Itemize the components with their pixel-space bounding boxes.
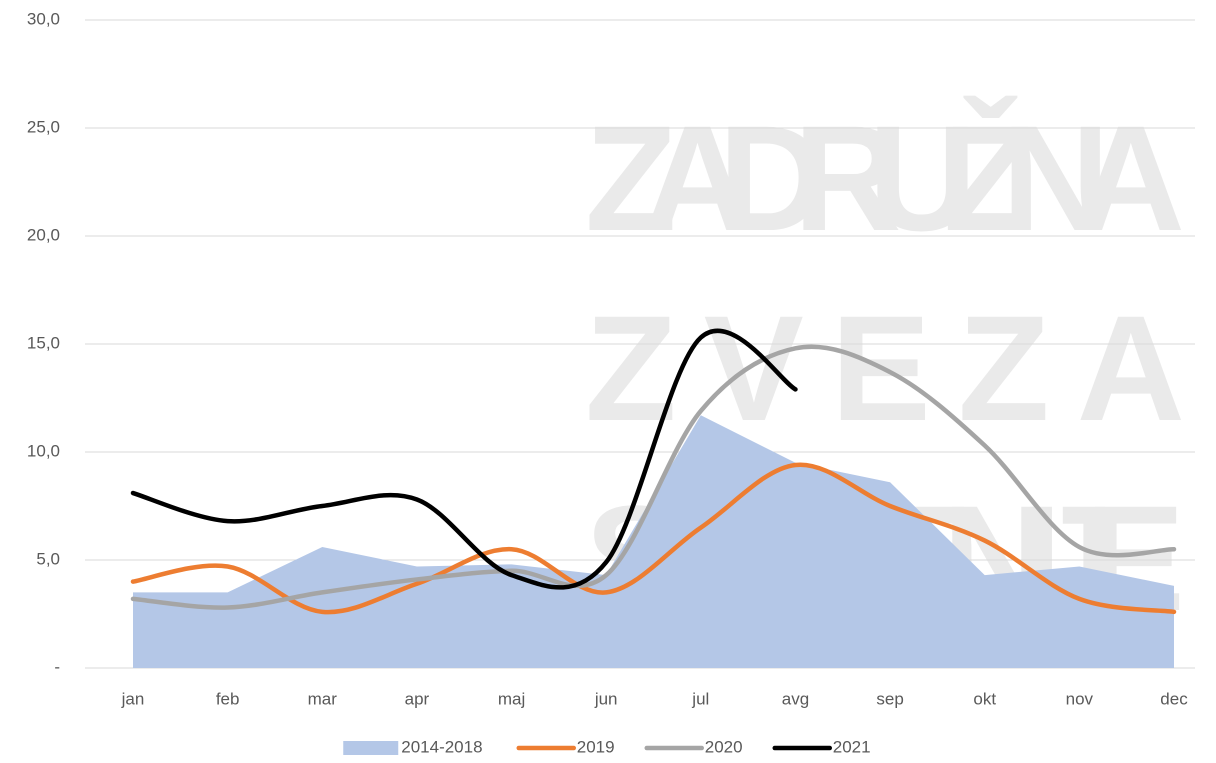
x-tick-label: jul: [691, 689, 709, 708]
watermark: ZADRUŽNA: [585, 94, 1185, 262]
legend-label: 2021: [833, 737, 871, 756]
legend-item: 2019: [516, 737, 615, 756]
x-tick-label: feb: [216, 689, 240, 708]
x-tick-label: okt: [973, 689, 996, 708]
x-tick-label: maj: [498, 689, 525, 708]
y-tick-label: 25,0: [27, 117, 60, 136]
legend-item: 2020: [644, 737, 743, 756]
x-tick-label: jun: [594, 689, 618, 708]
legend-label: 2020: [705, 737, 743, 756]
line: [130, 328, 798, 590]
x-tick-label: dec: [1160, 689, 1188, 708]
y-tick-label: 10,0: [27, 441, 60, 460]
x-tick-label: nov: [1066, 689, 1094, 708]
y-tick-label: 30,0: [27, 9, 60, 28]
x-tick-label: apr: [405, 689, 430, 708]
legend-label: 2019: [577, 737, 615, 756]
line: [130, 344, 1177, 610]
y-tick-label: 20,0: [27, 225, 60, 244]
legend-item: 2014-2018: [343, 737, 483, 756]
y-tick-label: 5,0: [36, 549, 60, 568]
x-tick-label: avg: [782, 689, 809, 708]
x-tick-label: sep: [876, 689, 903, 708]
x-tick-label: jan: [121, 689, 145, 708]
legend-label: 2014-2018: [401, 737, 482, 756]
legend: 2014-2018 2019 2020 2021: [343, 737, 871, 756]
y-tick-label: 15,0: [27, 333, 60, 352]
line: [130, 462, 1177, 615]
y-tick-label: -: [54, 657, 60, 676]
area: [133, 415, 1174, 668]
x-tick-label: mar: [308, 689, 338, 708]
legend-swatch: [343, 741, 399, 755]
legend-item: 2021: [772, 737, 871, 756]
